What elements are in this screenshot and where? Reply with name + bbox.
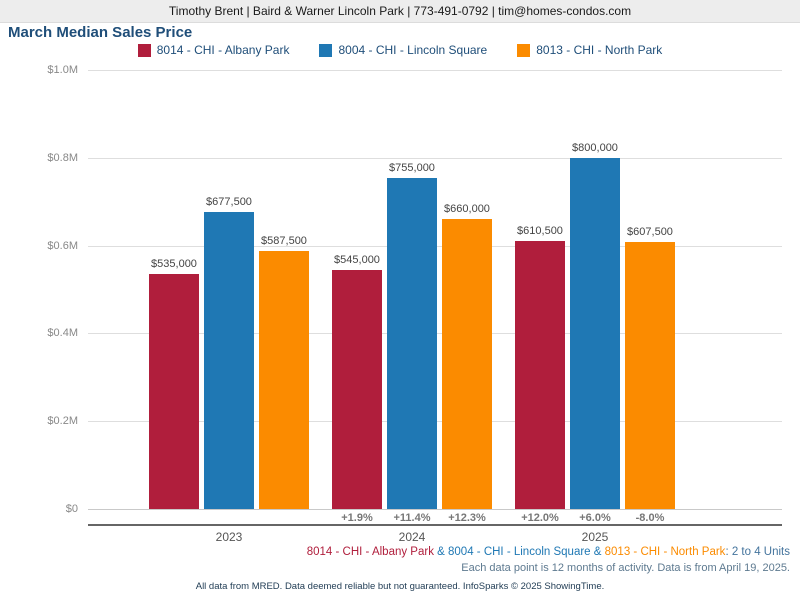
footer-series-segment-3: & [590,546,605,558]
legend-swatch-icon [517,43,531,57]
legend-item-1: 8004 - CHI - Lincoln Square [319,43,487,57]
bar-value-label: $587,500 [261,235,307,248]
pct-change-label: +6.0% [579,512,611,524]
y-axis-tick-label: $0.4M [47,327,78,340]
pct-change-label: +12.0% [521,512,559,524]
x-axis-year-label: 2025 [581,530,609,544]
footer-series-segment-2: 8004 - CHI - Lincoln Square [448,546,591,558]
footer-series-summary: 8014 - CHI - Albany Park & 8004 - CHI - … [307,545,790,559]
pct-change-label: +1.9% [341,512,373,524]
bar-value-label: $610,500 [517,224,563,237]
legend-swatch-icon [137,43,151,57]
footer-disclaimer: All data from MRED. Data deemed reliable… [195,581,605,592]
chart-bar[interactable] [387,177,437,509]
y-axis-tick-label: $0 [65,503,78,515]
chart-bar[interactable] [442,219,492,509]
chart-bar[interactable] [259,251,309,509]
footer-series-segment-4: 8013 - CHI - North Park [604,546,726,558]
legend-label: 8014 - CHI - Albany Park [156,43,290,57]
footer-series-segment-0: 8014 - CHI - Albany Park [306,546,434,558]
chart-bar[interactable] [204,211,254,509]
y-axis-tick-label: $0.8M [47,151,78,164]
pct-change-label: -8.0% [635,512,665,524]
legend-item-2: 8013 - CHI - North Park [517,43,662,57]
chart-bar[interactable] [570,157,620,509]
bar-value-label: $755,000 [389,161,435,174]
gridline [88,157,782,159]
agent-contact-bar: Timothy Brent | Baird & Warner Lincoln P… [0,0,800,23]
legend-swatch-icon [319,43,333,57]
gridline [88,509,782,510]
bar-value-label: $607,500 [627,226,673,239]
x-axis-year-label: 2024 [398,530,426,544]
pct-change-label: +11.4% [393,512,431,524]
footer-data-note: Each data point is 12 months of activity… [461,562,790,574]
bar-value-label: $535,000 [151,258,197,271]
footer-series-segment-5: : 2 to 4 Units [725,546,790,558]
x-axis-line [88,524,782,526]
chart-bar[interactable] [625,242,675,509]
bar-value-label: $660,000 [444,203,490,216]
pct-change-label: +12.3% [448,512,486,524]
y-axis-tick-label: $0.6M [47,239,78,252]
agent-contact-text: Timothy Brent | Baird & Warner Lincoln P… [168,4,632,18]
legend-label: 8004 - CHI - Lincoln Square [338,43,488,57]
bar-value-label: $800,000 [572,141,618,154]
chart-legend: 8014 - CHI - Albany Park 8004 - CHI - Lin… [0,42,800,58]
footer-series-segment-1: & [433,546,449,558]
bar-value-label: $545,000 [334,253,380,266]
gridline [88,70,782,71]
bar-value-label: $677,500 [206,195,252,208]
chart-bar[interactable] [515,240,565,509]
y-axis-tick-label: $1.0M [47,64,78,76]
legend-label: 8013 - CHI - North Park [536,43,663,57]
legend-item-0: 8014 - CHI - Albany Park [137,43,290,57]
y-axis-tick-label: $0.2M [47,415,78,428]
chart-title: March Median Sales Price [8,24,193,41]
x-axis-year-label: 2023 [215,530,243,544]
chart-bar[interactable] [332,269,382,509]
chart-bar[interactable] [149,274,199,509]
